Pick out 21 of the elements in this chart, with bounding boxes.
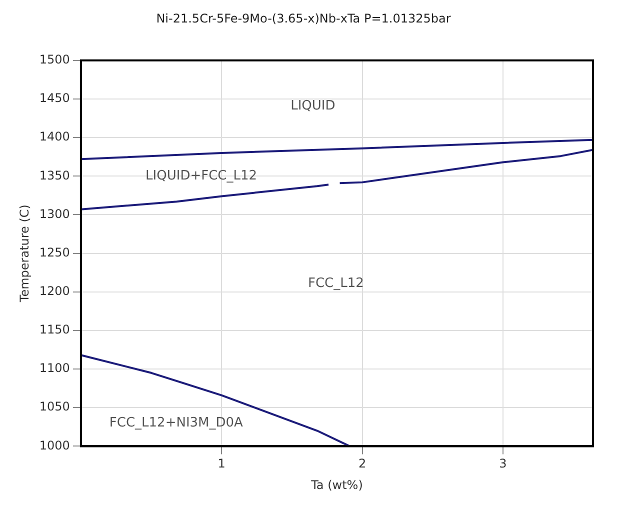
x-tick-label: 2 — [358, 456, 366, 471]
x-axis-title: Ta (wt%) — [310, 478, 363, 492]
y-tick-label: 1050 — [39, 400, 70, 414]
annotation: FCC_L12 — [308, 276, 364, 291]
y-axis-title: Temperature (C) — [17, 204, 32, 304]
y-tick-label: 1450 — [39, 91, 70, 106]
annotation: LIQUID — [290, 98, 336, 114]
annotation: FCC_L12+NI3M_D0A — [109, 415, 244, 430]
y-tick-label: 1150 — [39, 322, 70, 337]
y-tick-label: 1400 — [39, 130, 70, 144]
chart-title: Ni-21.5Cr-5Fe-9Mo-(3.65-x)Nb-xTa P=1.01325bar — [156, 11, 451, 26]
y-tick-label: 1350 — [39, 168, 70, 182]
annotation: LIQUID+FCC_L12 — [146, 168, 258, 184]
y-tick-label: 1200 — [39, 284, 70, 298]
y-tick-label: 1300 — [39, 206, 70, 221]
x-tick-label: 1 — [218, 456, 226, 471]
x-tick-label: 3 — [499, 456, 507, 471]
y-tick-label: 1000 — [39, 438, 70, 452]
y-tick-label: 1100 — [39, 361, 70, 376]
y-tick-label: 1250 — [39, 245, 70, 260]
y-tick-label: 1500 — [39, 52, 70, 67]
